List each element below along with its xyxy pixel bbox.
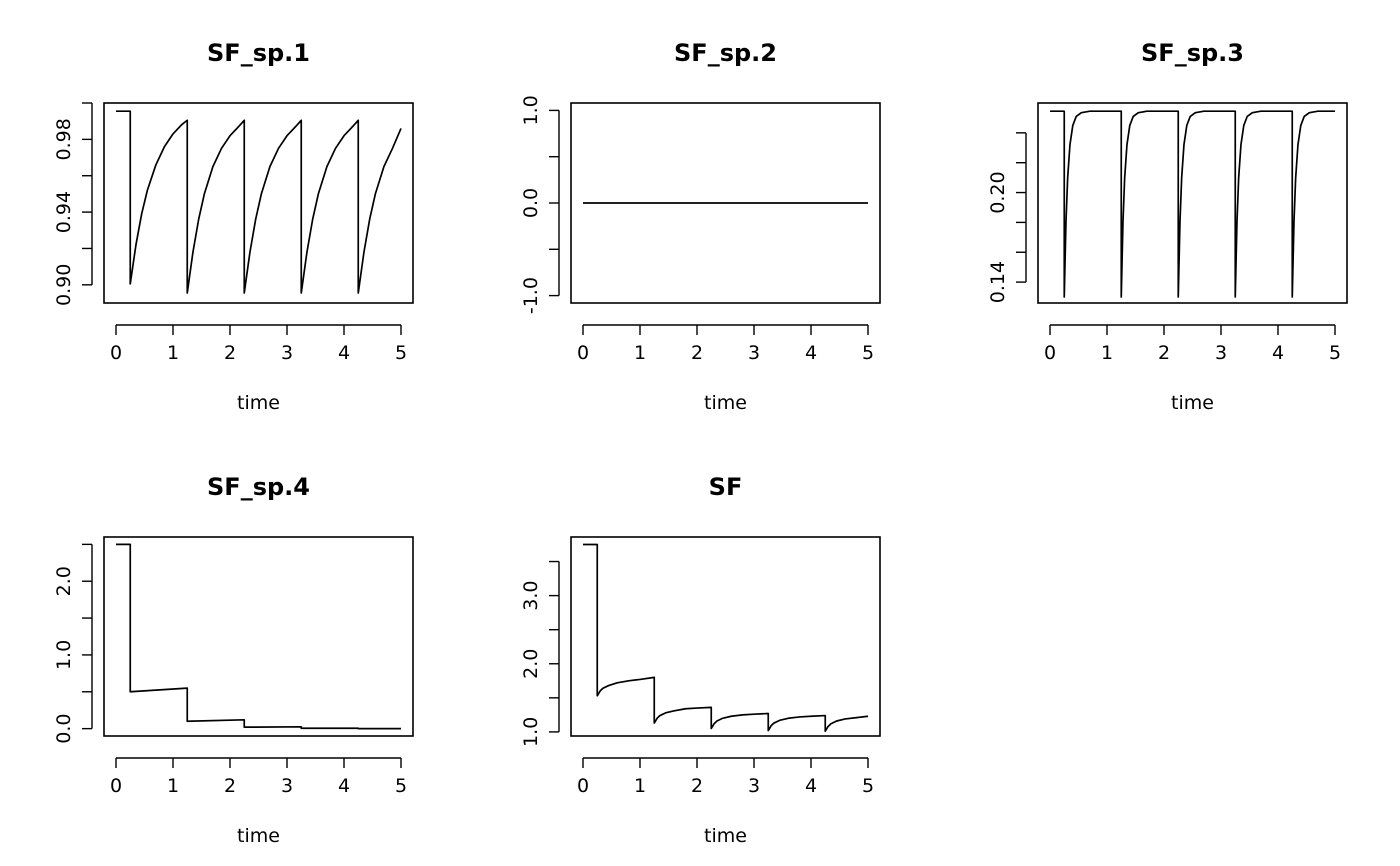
x-tick-label: 2 xyxy=(691,775,703,797)
x-tick-label: 1 xyxy=(634,342,646,364)
x-tick-label: 0 xyxy=(110,775,122,797)
x-tick-label: 1 xyxy=(167,342,179,364)
series-line-1 xyxy=(583,543,869,733)
panel-title: SF_sp.4 xyxy=(207,473,310,501)
plot-frame xyxy=(103,102,414,304)
x-tick-label: 4 xyxy=(1272,342,1284,364)
x-tick-label: 4 xyxy=(805,342,817,364)
y-tick-label: 1.0 xyxy=(520,95,542,125)
x-axis-label: time xyxy=(237,392,280,414)
series-line-1 xyxy=(116,110,402,294)
x-tick-label: 5 xyxy=(1329,342,1341,364)
panel-2: SF_sp.2 0 1 2 3 4 5 time -1.0 0.0 1.0 xyxy=(520,39,881,414)
panel-4: SF_sp.4 0 1 2 3 4 5 time 0.0 1.0 2.0 xyxy=(53,473,414,847)
panel-3: SF_sp.3 0 1 2 3 4 5 time 0.14 0.20 xyxy=(987,39,1348,414)
panel-title: SF xyxy=(709,473,743,501)
y-tick-label: 2.0 xyxy=(520,649,542,679)
x-tick-label: 5 xyxy=(862,775,874,797)
y-tick-label: 0.0 xyxy=(53,714,75,744)
y-tick-label: 0.90 xyxy=(53,264,75,306)
series-line-1 xyxy=(1050,110,1335,298)
x-tick-label: 0 xyxy=(577,342,589,364)
x-axis-label: time xyxy=(704,392,747,414)
x-tick-label: 2 xyxy=(224,775,236,797)
x-tick-label: 3 xyxy=(281,775,293,797)
x-axis-label: time xyxy=(704,825,747,847)
plot-frame xyxy=(103,536,414,737)
x-tick-label: 4 xyxy=(338,775,350,797)
plot-frame xyxy=(570,536,881,737)
y-tick-label: 2.0 xyxy=(53,566,75,596)
y-tick-label: 1.0 xyxy=(520,717,542,747)
x-tick-label: 5 xyxy=(862,342,874,364)
x-tick-label: 4 xyxy=(338,342,350,364)
panel-5: SF 0 1 2 3 4 5 time 1.0 2.0 3.0 xyxy=(520,473,881,847)
panel-title: SF_sp.2 xyxy=(674,39,777,67)
x-tick-label: 3 xyxy=(748,775,760,797)
panel-1: SF_sp.1 0 1 2 3 4 5 time 0.90 0.94 0.98 xyxy=(53,39,414,414)
y-tick-label: 0.14 xyxy=(987,261,1009,303)
x-tick-label: 1 xyxy=(167,775,179,797)
x-tick-label: 5 xyxy=(395,342,407,364)
x-tick-label: 0 xyxy=(577,775,589,797)
x-axis-label: time xyxy=(237,825,280,847)
y-tick-label: 0.94 xyxy=(53,191,75,233)
x-tick-label: 0 xyxy=(1044,342,1056,364)
x-tick-label: 5 xyxy=(395,775,407,797)
x-tick-label: 2 xyxy=(224,342,236,364)
y-tick-label: 1.0 xyxy=(53,640,75,670)
plot-frame xyxy=(570,102,881,304)
x-tick-label: 3 xyxy=(748,342,760,364)
x-tick-label: 1 xyxy=(1101,342,1113,364)
y-tick-label: 0.0 xyxy=(520,188,542,218)
panel-title: SF_sp.1 xyxy=(207,39,310,67)
y-tick-label: 0.98 xyxy=(53,118,75,160)
x-tick-label: 2 xyxy=(691,342,703,364)
y-tick-label: 3.0 xyxy=(520,581,542,611)
x-tick-label: 0 xyxy=(110,342,122,364)
x-axis-label: time xyxy=(1171,392,1214,414)
x-tick-label: 3 xyxy=(281,342,293,364)
x-tick-label: 1 xyxy=(634,775,646,797)
series-line-1 xyxy=(116,543,401,730)
x-tick-label: 4 xyxy=(805,775,817,797)
plot-frame xyxy=(1037,102,1348,304)
y-tick-label: -1.0 xyxy=(520,277,542,314)
x-tick-label: 2 xyxy=(1158,342,1170,364)
x-tick-label: 3 xyxy=(1215,342,1227,364)
panel-title: SF_sp.3 xyxy=(1141,39,1244,67)
y-tick-label: 0.20 xyxy=(987,171,1009,213)
